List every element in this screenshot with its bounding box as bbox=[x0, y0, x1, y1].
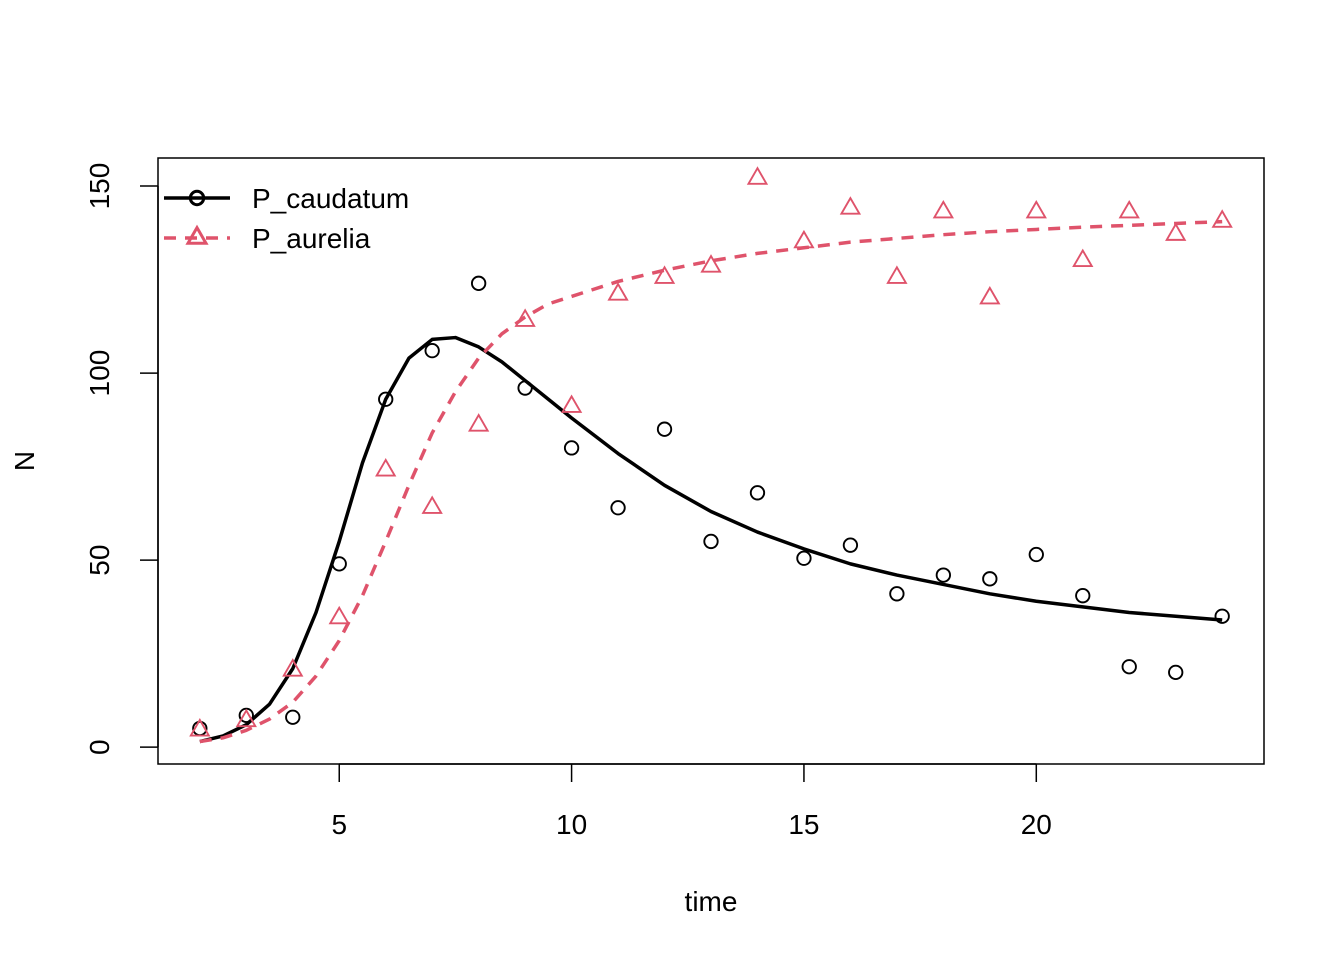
data-points bbox=[189, 166, 1233, 737]
point-p-aurelia bbox=[328, 605, 350, 625]
point-p-caudatum bbox=[378, 391, 394, 407]
legend-label-p-caudatum: P_caudatum bbox=[252, 183, 409, 214]
x-tick-label: 20 bbox=[1021, 809, 1052, 840]
point-p-caudatum bbox=[1168, 664, 1184, 681]
point-p-caudatum bbox=[749, 485, 766, 501]
point-p-aurelia bbox=[468, 413, 490, 432]
point-p-aurelia bbox=[607, 282, 629, 301]
point-p-caudatum bbox=[517, 380, 533, 396]
point-p-aurelia bbox=[1025, 199, 1047, 219]
point-p-caudatum bbox=[1214, 608, 1230, 624]
y-tick-label: 50 bbox=[84, 545, 115, 576]
y-tick-label: 0 bbox=[84, 739, 115, 755]
point-p-caudatum bbox=[982, 571, 998, 587]
fit-line-p-caudatum bbox=[199, 335, 1223, 744]
point-p-caudatum bbox=[889, 586, 905, 602]
point-p-caudatum bbox=[285, 709, 301, 725]
x-tick-label: 10 bbox=[556, 809, 587, 840]
point-p-aurelia bbox=[839, 196, 862, 215]
y-tick-label: 100 bbox=[84, 350, 115, 397]
point-p-caudatum bbox=[1028, 546, 1044, 563]
point-p-caudatum bbox=[470, 275, 487, 291]
point-p-caudatum bbox=[796, 550, 812, 566]
y-axis: 0 50 100 150 bbox=[84, 163, 159, 755]
point-p-aurelia bbox=[1211, 209, 1233, 228]
x-tick-label: 5 bbox=[331, 809, 347, 840]
x-axis-label: time bbox=[685, 886, 738, 917]
point-p-caudatum bbox=[703, 533, 719, 550]
point-p-caudatum bbox=[238, 707, 254, 724]
point-p-aurelia bbox=[282, 658, 304, 677]
point-p-aurelia bbox=[1118, 199, 1140, 219]
point-p-caudatum bbox=[656, 421, 673, 437]
point-p-aurelia bbox=[746, 166, 769, 185]
x-axis: 5 10 15 20 bbox=[331, 763, 1052, 840]
point-p-caudatum bbox=[331, 556, 347, 572]
legend: P_caudatum P_aurelia bbox=[164, 183, 409, 254]
point-p-aurelia bbox=[1072, 248, 1094, 268]
point-p-caudatum bbox=[842, 537, 859, 553]
point-p-aurelia bbox=[932, 199, 954, 219]
point-p-aurelia bbox=[375, 458, 397, 477]
point-p-aurelia bbox=[700, 254, 722, 273]
point-p-aurelia bbox=[1165, 222, 1187, 241]
point-p-caudatum bbox=[935, 567, 952, 583]
point-p-aurelia bbox=[979, 285, 1001, 305]
legend-marker-p-caudatum bbox=[188, 189, 206, 207]
point-p-aurelia bbox=[793, 229, 815, 249]
point-p-aurelia bbox=[886, 265, 908, 284]
fit-curves bbox=[199, 219, 1223, 744]
legend-label-p-aurelia: P_aurelia bbox=[252, 223, 371, 254]
point-p-caudatum bbox=[424, 342, 440, 359]
point-p-aurelia bbox=[653, 265, 676, 284]
y-axis-label: N bbox=[9, 451, 40, 471]
point-p-caudatum bbox=[563, 440, 580, 456]
point-p-caudatum bbox=[1075, 588, 1091, 604]
x-tick-label: 15 bbox=[788, 809, 819, 840]
point-p-aurelia bbox=[514, 308, 536, 327]
point-p-aurelia bbox=[189, 718, 211, 737]
point-p-aurelia bbox=[421, 495, 443, 514]
y-tick-label: 150 bbox=[84, 163, 115, 210]
point-p-aurelia bbox=[235, 708, 257, 728]
point-p-caudatum bbox=[610, 500, 626, 516]
legend-marker-p-aurelia bbox=[185, 224, 209, 245]
point-p-caudatum bbox=[1121, 659, 1137, 675]
fit-line-p-aurelia bbox=[199, 219, 1223, 744]
point-p-aurelia bbox=[560, 394, 583, 413]
